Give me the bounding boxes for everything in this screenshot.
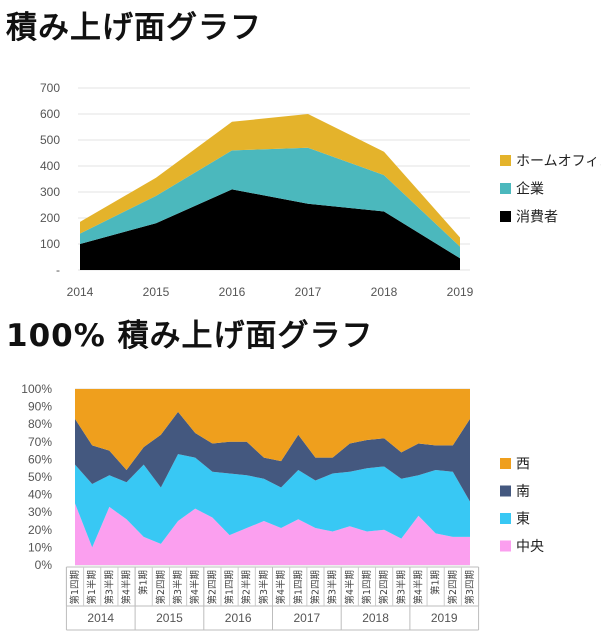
- x-tick-label: 第1四期: [361, 570, 373, 605]
- area-series: [75, 411, 470, 502]
- y-tick-label: -: [56, 263, 60, 277]
- y-tick-label: 200: [40, 211, 60, 225]
- x-tick-label: 2018: [371, 285, 398, 299]
- x-tick-label: 第3半期: [172, 570, 184, 605]
- legend-swatch: [500, 458, 511, 469]
- y-tick-label: 40%: [28, 488, 52, 502]
- legend-label: 南: [516, 484, 530, 500]
- legend-swatch: [500, 485, 511, 497]
- y-tick-label: 500: [40, 133, 60, 147]
- x-tick-label: 第4半期: [275, 570, 287, 605]
- area-series: [80, 147, 460, 259]
- area-series: [75, 503, 470, 565]
- x-group-label: 2019: [431, 611, 458, 625]
- stacked-area-chart: - 100 200 300 400 500 600 700 2014 2015 2016 2017 20…: [40, 81, 601, 299]
- y-tick-label: 20%: [28, 523, 52, 537]
- legend-label: 企業: [516, 181, 544, 198]
- x-tick-label: 第4半期: [412, 570, 424, 605]
- x-tick-label: 第4半期: [344, 570, 356, 605]
- y-tick-label: 100: [40, 237, 60, 251]
- x-tick-label: 第2四期: [378, 570, 390, 605]
- legend-swatch: [500, 183, 511, 194]
- x-tick-label: 第1四期: [69, 570, 81, 605]
- area-chart-title: 積み上げ面グラフ: [6, 10, 262, 46]
- y-tick-label: 100%: [21, 382, 52, 396]
- x-tick-label: 2014: [67, 285, 94, 299]
- legend-swatch: [500, 540, 511, 552]
- y-tick-label: 300: [40, 185, 60, 199]
- y-tick-label: 90%: [28, 400, 52, 414]
- x-tick-label: 2016: [219, 285, 246, 299]
- x-tick-label: 第1期: [138, 570, 150, 595]
- area-series: [75, 454, 470, 548]
- x-tick-label: 第1期: [430, 570, 442, 595]
- x-tick-label: 第3半期: [103, 570, 115, 605]
- y-tick-label: 80%: [28, 417, 52, 431]
- x-tick-label: 第2四期: [155, 570, 167, 605]
- legend-swatch: [500, 513, 511, 524]
- legend-label: 中央: [516, 539, 544, 555]
- legend-swatch: [500, 155, 511, 166]
- x-tick-label: 2019: [447, 285, 474, 299]
- y-tick-label: 10%: [28, 540, 52, 554]
- x-tick-label: 第4半期: [121, 570, 133, 605]
- x-tick-label: 第2半期: [241, 570, 253, 605]
- x-tick-label: 第2四期: [447, 570, 459, 605]
- legend-label: 東: [516, 512, 530, 528]
- x-group-label: 2016: [225, 611, 252, 625]
- area-series: [75, 389, 470, 470]
- x-group-label: 2017: [293, 611, 320, 625]
- legend-label: 消費者: [516, 210, 558, 226]
- y-tick-label: 30%: [28, 505, 52, 519]
- x-tick-label: 第1半期: [86, 570, 98, 605]
- x-tick-label: 第1四期: [292, 570, 304, 605]
- x-tick-label: 第3半期: [258, 570, 270, 605]
- y-tick-label: 60%: [28, 452, 52, 466]
- x-tick-label: 2015: [143, 285, 170, 299]
- area-series: [80, 189, 460, 270]
- x-tick-label: 第3半期: [395, 570, 407, 605]
- area-series: [80, 114, 460, 247]
- x-tick-label: 第3四期: [464, 570, 476, 605]
- x-group-label: 2014: [87, 611, 114, 625]
- legend-swatch: [500, 211, 511, 222]
- x-tick-label: 第2四期: [309, 570, 321, 605]
- x-group-label: 2018: [362, 611, 389, 625]
- y-tick-label: 600: [40, 107, 60, 121]
- x-tick-label: 第2四期: [206, 570, 218, 605]
- legend-label: 西: [516, 457, 530, 473]
- y-tick-label: 70%: [28, 435, 52, 449]
- x-tick-label: 第4半期: [189, 570, 201, 605]
- y-tick-label: 50%: [28, 470, 52, 484]
- y-tick-label: 400: [40, 159, 60, 173]
- x-tick-label: 第3半期: [327, 570, 339, 605]
- y-tick-label: 700: [40, 81, 60, 95]
- x-tick-label: 2017: [295, 285, 322, 299]
- legend-label: ホームオフィス: [516, 154, 601, 170]
- y-tick-label: 0%: [35, 558, 53, 572]
- x-tick-label: 第1四期: [224, 570, 236, 605]
- x-group-label: 2015: [156, 611, 183, 625]
- percent-chart-title: 100% 積み上げ面グラフ: [6, 318, 374, 354]
